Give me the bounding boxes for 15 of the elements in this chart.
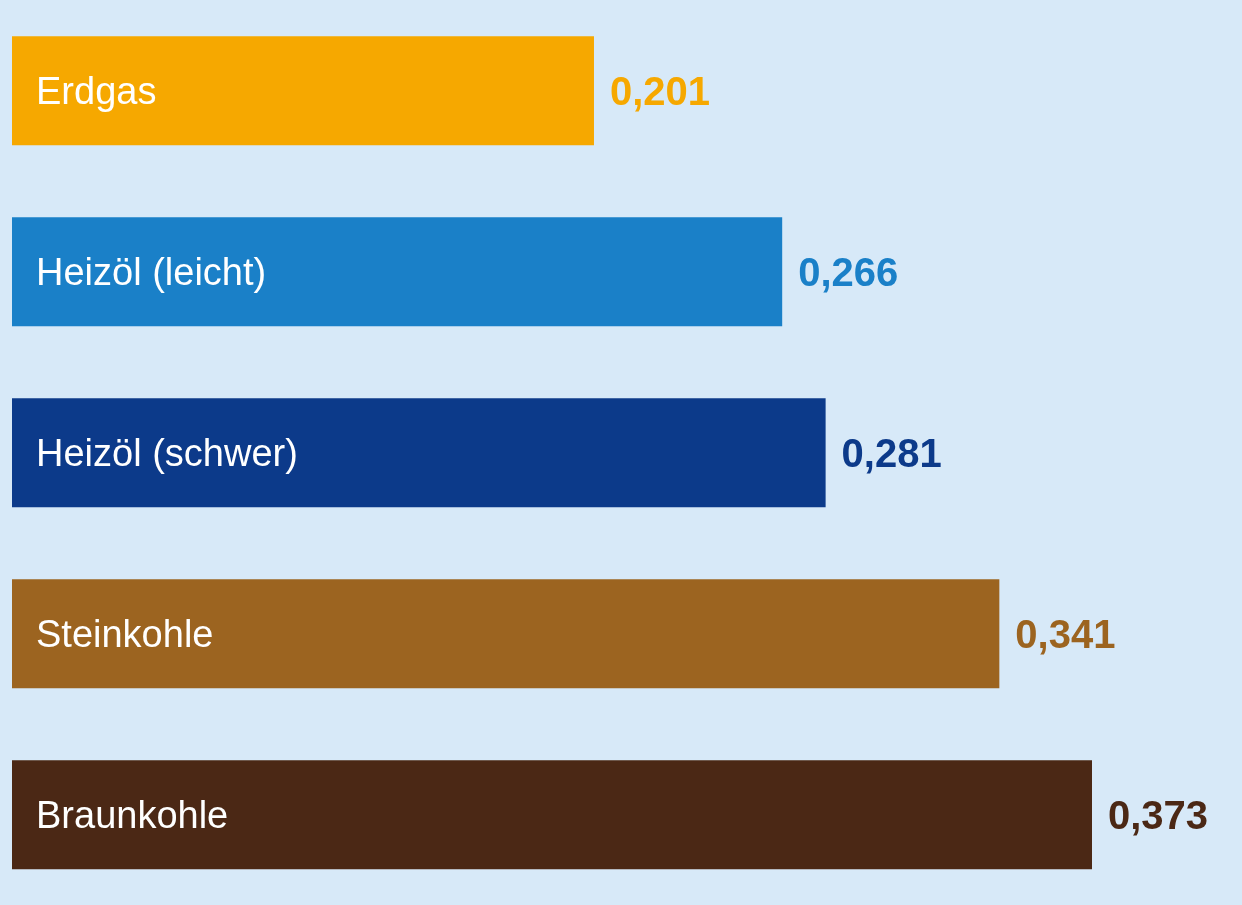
y-tick-label: Steinkohle	[36, 612, 214, 655]
y-tick-label: Heizöl (leicht)	[36, 250, 267, 293]
y-tick-label: Erdgas	[36, 69, 157, 112]
data-label: 0,341	[1015, 611, 1116, 656]
y-tick-label: Braunkohle	[36, 793, 229, 836]
bar	[12, 579, 1000, 689]
y-tick-label: Heizöl (schwer)	[36, 431, 298, 474]
data-label: 0,373	[1108, 792, 1209, 837]
bar	[12, 217, 783, 327]
data-label: 0,266	[798, 249, 899, 294]
data-label: 0,201	[609, 68, 711, 113]
data-label: 0,281	[841, 430, 942, 475]
bar	[12, 760, 1092, 870]
bar	[12, 398, 826, 508]
bar	[12, 36, 594, 146]
